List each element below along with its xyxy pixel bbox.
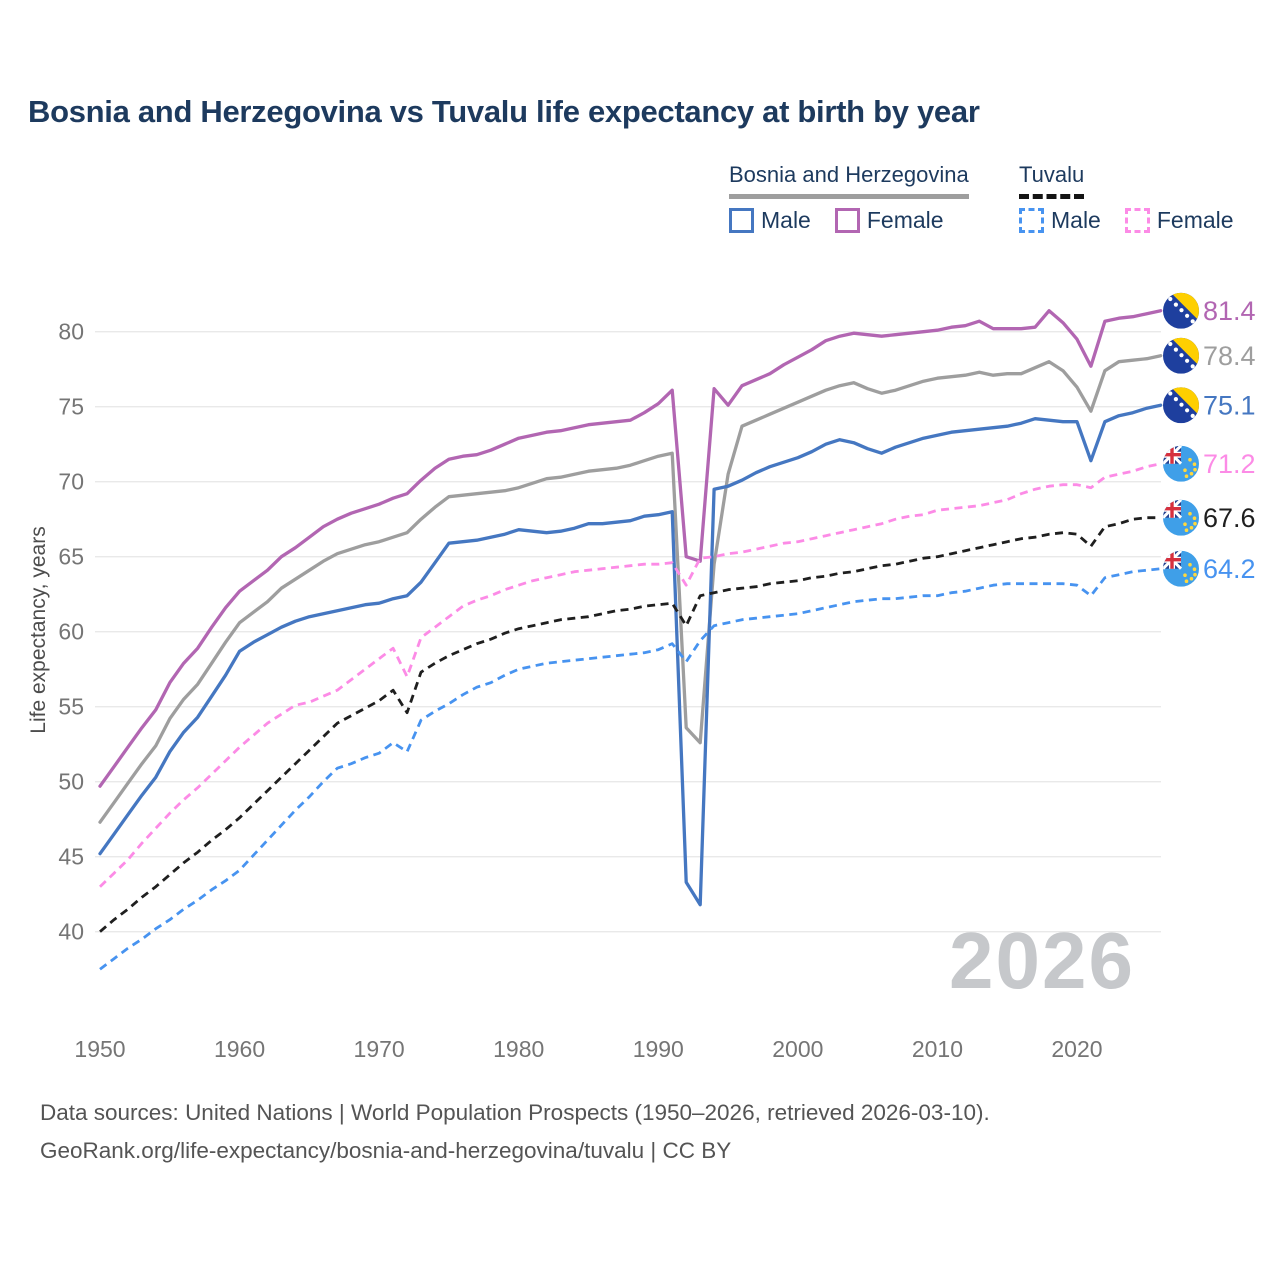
- x-tick-label: 2000: [772, 1036, 823, 1062]
- tuvalu-flag-icon: [1163, 551, 1199, 587]
- end-label-group-tv-female: 71.2: [1163, 446, 1256, 482]
- end-label-group-ba-all: 78.4: [1163, 338, 1256, 374]
- end-label-group-ba-male: 75.1: [1163, 387, 1256, 423]
- legend-swatch-bosnia-female: [834, 208, 860, 233]
- legend-label-tuvalu-male: Male: [1051, 207, 1101, 233]
- end-label-group-tv-male: 64.2: [1163, 551, 1256, 587]
- legend-row-tuvalu: Male Female: [1019, 207, 1258, 234]
- legend-label-bosnia-female: Female: [866, 207, 944, 233]
- x-tick-label: 1990: [633, 1036, 684, 1062]
- x-tick-label: 1980: [493, 1036, 544, 1062]
- end-value-ba-male: 75.1: [1203, 391, 1256, 421]
- legend-swatch-tuvalu-male: [1019, 208, 1044, 233]
- y-tick-label: 65: [58, 544, 84, 570]
- bosnia-herzegovina-flag-icon: [1163, 293, 1199, 329]
- footer-data-sources: Data sources: United Nations | World Pop…: [40, 1100, 990, 1125]
- x-tick-label: 1950: [74, 1036, 125, 1062]
- line-tv-female: [99, 462, 1161, 888]
- legend-country-tuvalu: Tuvalu: [1019, 162, 1085, 199]
- legend-group-bosnia: Bosnia and Herzegovina Male Female: [729, 162, 969, 234]
- end-value-ba-female: 81.4: [1203, 296, 1256, 326]
- end-value-tv-male: 64.2: [1203, 554, 1256, 584]
- legend-swatch-tuvalu-female: [1124, 208, 1150, 233]
- line-tv-male: [99, 567, 1161, 971]
- axis-ticks: 80 75 70 65 60 55 50 45 40 1950 1960 1970 1980 1990 20…: [58, 319, 1102, 1062]
- tuvalu-flag-icon: [1163, 500, 1199, 536]
- y-tick-label: 70: [58, 469, 84, 495]
- legend-country-bosnia: Bosnia and Herzegovina: [729, 162, 969, 199]
- bosnia-herzegovina-flag-icon: [1163, 338, 1199, 374]
- x-tick-label: 2010: [912, 1036, 963, 1062]
- bosnia-herzegovina-flag-icon: [1163, 387, 1199, 423]
- line-ba-male: [98, 403, 1163, 907]
- line-ba-all: [98, 354, 1163, 824]
- line-ba-female: [98, 309, 1163, 788]
- x-tick-label: 1960: [214, 1036, 265, 1062]
- tuvalu-flag-icon: [1163, 446, 1199, 482]
- end-value-ba-all: 78.4: [1203, 341, 1256, 371]
- line-tv-all: [99, 516, 1161, 933]
- y-axis-title: Life expectancy, years: [27, 526, 50, 733]
- gridlines: [95, 331, 1161, 933]
- y-tick-label: 40: [58, 919, 84, 945]
- footer: Data sources: United Nations | World Pop…: [40, 1094, 990, 1170]
- end-labels: 81.4 78.4 75.1 71.2 67.6 64.2: [1163, 293, 1256, 587]
- legend-label-tuvalu-female: Female: [1156, 207, 1234, 233]
- footer-attribution: GeoRank.org/life-expectancy/bosnia-and-h…: [40, 1138, 732, 1163]
- legend-row-bosnia: Male Female: [729, 207, 969, 234]
- y-tick-label: 80: [58, 319, 84, 345]
- x-tick-label: 2020: [1051, 1036, 1102, 1062]
- legend-label-bosnia-male: Male: [761, 207, 811, 233]
- y-tick-label: 45: [58, 844, 84, 870]
- end-label-group-tv-all: 67.6: [1163, 500, 1256, 536]
- y-tick-label: 75: [58, 394, 84, 420]
- end-label-group-ba-female: 81.4: [1163, 293, 1256, 329]
- legend-group-tuvalu: Tuvalu Male Female: [1019, 162, 1258, 234]
- legend-swatch-bosnia-male: [729, 208, 754, 233]
- series-lines: [98, 309, 1163, 971]
- page-title: Bosnia and Herzegovina vs Tuvalu life ex…: [28, 94, 980, 129]
- end-value-tv-all: 67.6: [1203, 503, 1256, 533]
- x-tick-label: 1970: [354, 1036, 405, 1062]
- end-value-tv-female: 71.2: [1203, 449, 1256, 479]
- watermark-year: 2026: [949, 916, 1135, 1005]
- y-tick-label: 55: [58, 694, 84, 720]
- y-tick-label: 60: [58, 619, 84, 645]
- y-tick-label: 50: [58, 769, 84, 795]
